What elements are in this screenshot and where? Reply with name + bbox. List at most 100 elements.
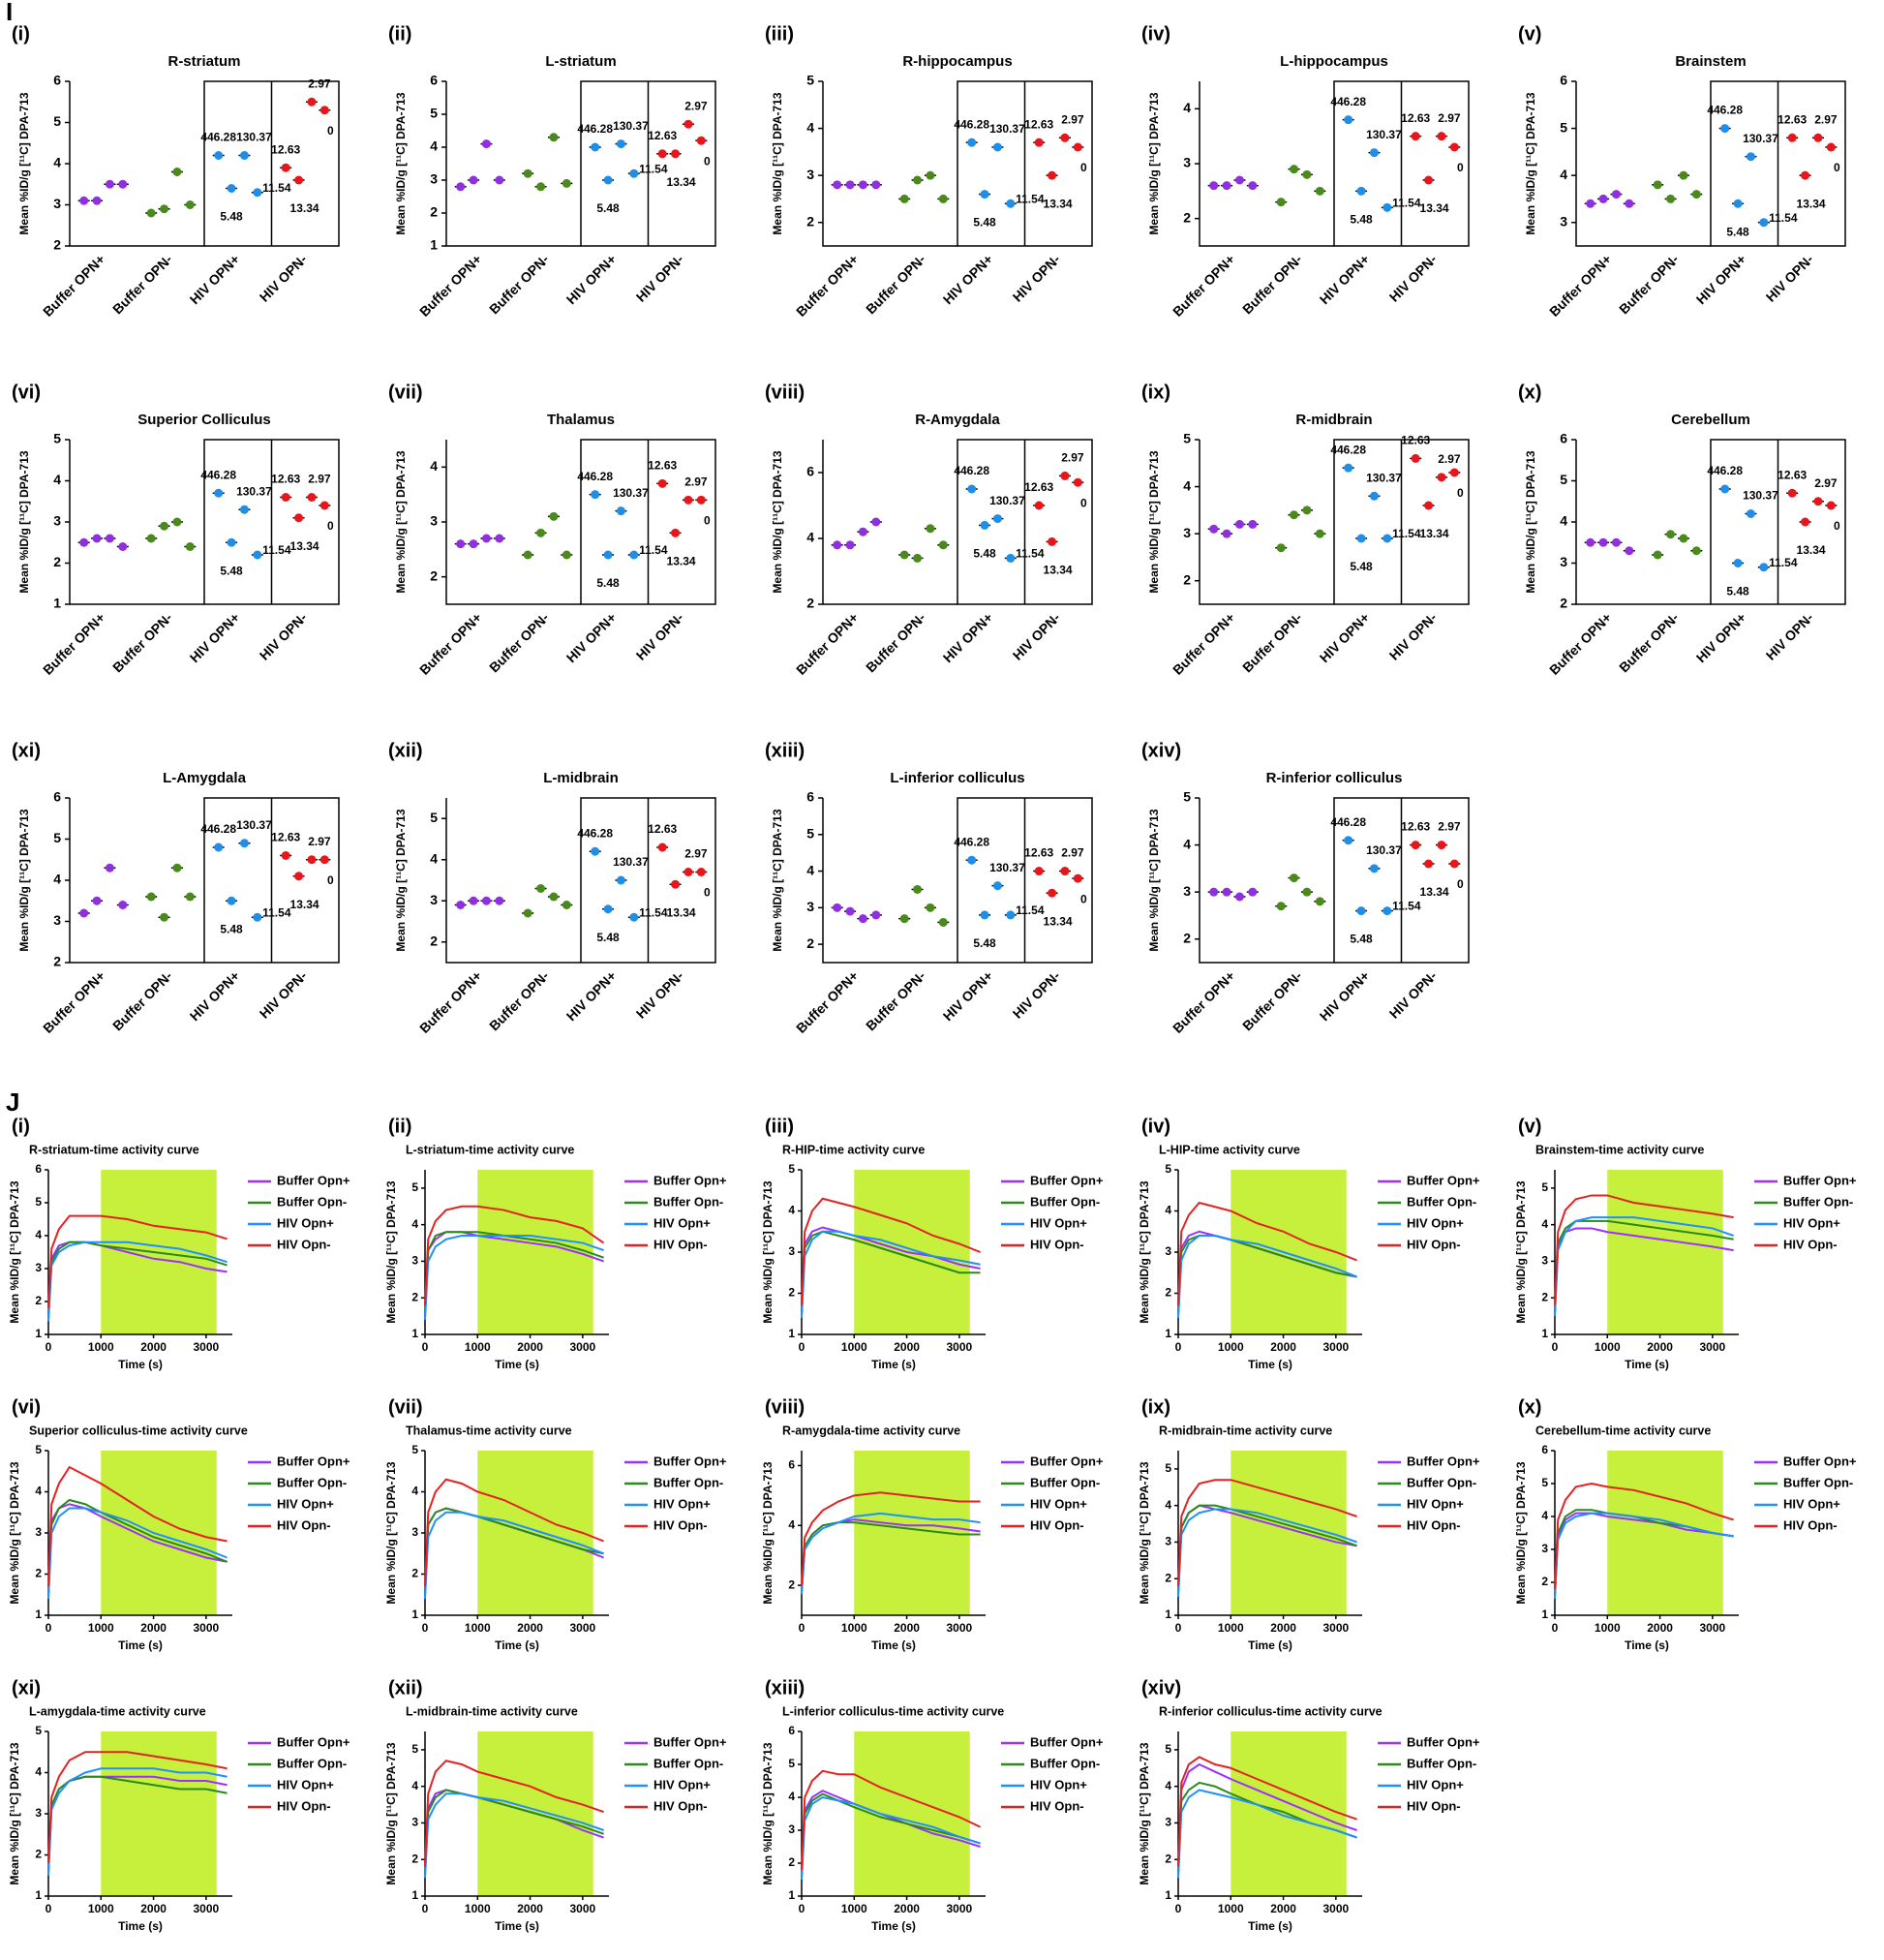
legend-label: Buffer Opn+ [653, 1734, 727, 1749]
x-tick-label: 1000 [1218, 1340, 1244, 1354]
series-line [424, 1478, 604, 1587]
annotation: 13.34 [1420, 201, 1449, 215]
y-tick-label: 1 [1165, 1888, 1171, 1902]
dot [899, 194, 909, 203]
dot [1222, 181, 1231, 191]
x-tick-label: HIV OPN- [633, 251, 687, 305]
y-tick-label: 3 [411, 1816, 418, 1829]
y-tick-label: 3 [53, 196, 61, 211]
dot [1826, 142, 1836, 152]
dot [1209, 887, 1219, 897]
x-tick-label: Buffer OPN+ [416, 251, 484, 319]
y-axis-label: Mean %ID/g [¹¹C] DPA-713 [1514, 1180, 1528, 1323]
dot [227, 537, 236, 547]
dot [657, 478, 667, 488]
annotation: 13.34 [290, 539, 319, 553]
x-tick-label: 0 [422, 1902, 429, 1915]
annotation: 446.28 [1330, 95, 1366, 108]
annotation: 0 [1457, 486, 1464, 500]
annotation: 446.28 [1707, 464, 1743, 477]
y-axis-label: Mean %ID/g [¹¹C] DPA-713 [761, 1180, 775, 1323]
y-tick-label: 2 [35, 1294, 42, 1307]
dot [294, 872, 304, 881]
dot [858, 180, 867, 190]
x-tick-label: Buffer OPN- [1616, 609, 1682, 675]
panel: (xi) L-amygdala-time activity curve Mean %… [8, 1677, 350, 1933]
y-axis-label: Mean %ID/g [¹¹C] DPA-713 [771, 450, 784, 593]
dot [1586, 537, 1595, 547]
y-tick-label: 4 [430, 458, 438, 474]
y-tick-label: 5 [788, 1757, 795, 1770]
legend-label: Buffer Opn- [1407, 1475, 1476, 1489]
x-tick-label: HIV OPN+ [940, 967, 996, 1024]
x-tick-label: Buffer OPN- [1239, 251, 1305, 317]
x-tick-label: 3000 [570, 1902, 596, 1915]
dot [79, 537, 89, 547]
annotation: 5.48 [1726, 585, 1749, 598]
y-tick-label: 4 [411, 1485, 418, 1498]
series-line [47, 1465, 228, 1587]
panel-title: R-striatum [167, 53, 240, 70]
dot [684, 119, 693, 129]
dot [1611, 190, 1621, 199]
legend-label: Buffer Opn- [653, 1756, 723, 1770]
series-line [1554, 1482, 1734, 1589]
y-tick-label: 6 [788, 1724, 795, 1737]
annotation: 12.63 [1024, 480, 1053, 494]
y-tick-label: 1 [411, 1608, 418, 1621]
dot [1625, 199, 1634, 208]
panel: (x) Cerebellum Mean %ID/g [¹¹C] DPA-713 2 3 4… [1518, 382, 1846, 678]
x-tick-label: HIV OPN- [1010, 967, 1064, 1022]
annotation: 12.63 [1401, 434, 1430, 447]
y-tick-label: 6 [1541, 1443, 1548, 1456]
panel-title: L-midbrain-time activity curve [406, 1704, 578, 1718]
x-tick-label: Buffer OPN- [863, 967, 928, 1033]
annotation: 130.37 [989, 122, 1025, 136]
y-tick-label: 5 [411, 1742, 418, 1756]
dot [1586, 199, 1595, 208]
y-axis-label: Mean %ID/g [¹¹C] DPA-713 [394, 92, 408, 234]
panel-label: (xiii) [765, 1677, 805, 1699]
annotation: 12.63 [271, 831, 300, 844]
panel-label: (iv) [1141, 1116, 1170, 1137]
dot [294, 513, 304, 523]
dot [629, 550, 639, 560]
axis [1575, 440, 1711, 605]
dot [1073, 873, 1082, 883]
legend-label: HIV Opn+ [1783, 1496, 1840, 1511]
panel-title: R-amygdala-time activity curve [782, 1424, 960, 1437]
x-axis-label: Time (s) [871, 1638, 916, 1652]
panel-title: R-midbrain [1295, 412, 1372, 428]
axis [1199, 798, 1334, 964]
legend-label: HIV Opn- [277, 1798, 331, 1813]
dot [92, 196, 102, 205]
dot [1048, 170, 1057, 180]
panel-label: (ii) [388, 23, 411, 45]
dot [1720, 484, 1730, 494]
dot [1369, 864, 1379, 873]
dot [1356, 534, 1366, 543]
series-line [1554, 1194, 1734, 1305]
legend-label: Buffer Opn- [1783, 1475, 1853, 1489]
dot [938, 917, 948, 927]
x-tick-label: 2000 [1270, 1621, 1296, 1635]
panel: (xii) L-midbrain-time activity curve Mean … [384, 1677, 727, 1933]
dot [239, 151, 249, 160]
x-tick-label: 2000 [1270, 1340, 1296, 1354]
dot [214, 488, 224, 498]
y-tick-label: 4 [806, 530, 814, 545]
y-tick-label: 1 [1541, 1608, 1548, 1621]
annotation: 5.48 [1350, 213, 1373, 227]
y-tick-label: 3 [788, 1244, 795, 1258]
dot [1733, 199, 1743, 208]
highlight [101, 1451, 217, 1615]
y-tick-label: 3 [35, 1525, 42, 1539]
dot [992, 514, 1002, 524]
x-tick-label: Buffer OPN+ [416, 609, 484, 677]
dot [845, 180, 855, 190]
dot [1383, 202, 1392, 212]
dot [253, 550, 262, 560]
panel-label: (xiii) [765, 740, 805, 761]
annotation: 11.54 [1016, 192, 1045, 205]
dot [214, 842, 224, 852]
